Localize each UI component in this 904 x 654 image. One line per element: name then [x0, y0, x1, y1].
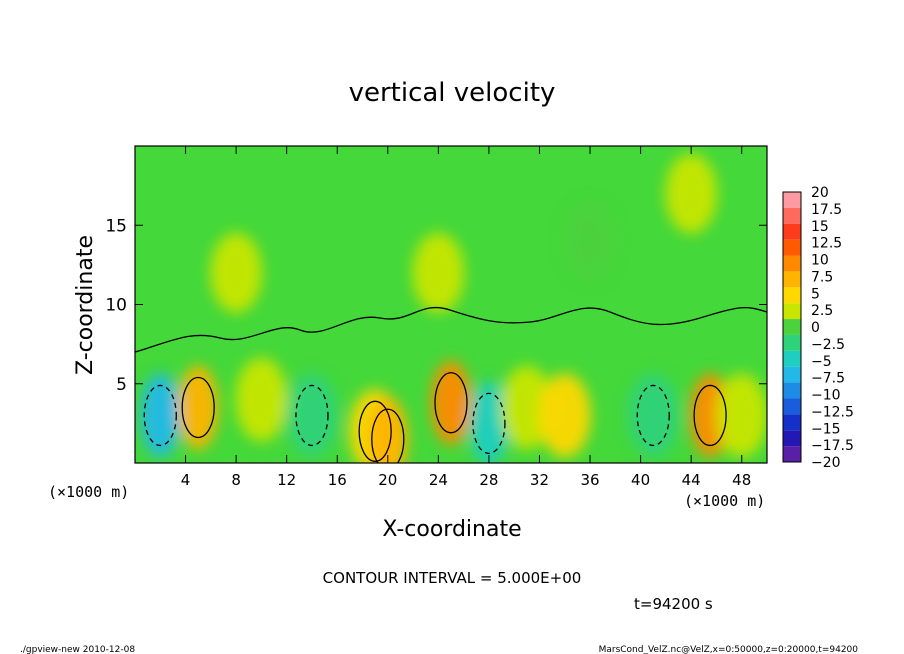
contour-line	[371, 408, 405, 463]
x-tick-label: 32	[530, 471, 549, 489]
x-tick-label: 48	[732, 471, 751, 489]
footer-left: ./gpview-new 2010-12-08	[20, 645, 135, 654]
field-cell	[564, 201, 617, 282]
field-cell	[140, 373, 181, 458]
colorbar-label: 10	[811, 253, 829, 269]
field-cell	[285, 373, 338, 458]
contour-line	[434, 372, 468, 434]
colorbar-label: −10	[811, 388, 841, 404]
field-cell	[468, 381, 509, 463]
colorbar-label: 2.5	[811, 303, 833, 319]
contour-line	[636, 384, 670, 447]
colorbar-swatch	[783, 366, 801, 383]
x-tick-label: 12	[277, 471, 296, 489]
x-tick-label: 20	[378, 471, 397, 489]
contour-line	[358, 400, 392, 462]
colorbar-label: 15	[811, 219, 829, 235]
colorbar-label: −7.5	[811, 371, 845, 387]
field-cell	[500, 365, 553, 450]
x-tick-label: 24	[429, 471, 448, 489]
time-label: t=94200 s	[634, 595, 713, 613]
colorbar-label: −17.5	[811, 438, 854, 454]
contour-line	[295, 384, 329, 447]
y-tick-label: 15	[105, 216, 127, 236]
x-tick-label: 44	[682, 471, 701, 489]
colorbar-label: −12.5	[811, 404, 854, 420]
field-cell	[627, 373, 680, 458]
colorbar-swatch	[783, 223, 801, 240]
y-tick-label: 10	[105, 296, 127, 316]
colorbar-swatch	[783, 398, 801, 415]
colorbar-label: 12.5	[811, 236, 842, 252]
plot-area	[135, 146, 767, 463]
field-cell	[431, 360, 471, 445]
colorbar-swatch	[783, 430, 801, 447]
colorbar-label: −20	[811, 455, 841, 471]
colorbar-swatch	[783, 303, 801, 320]
contour-line	[181, 376, 215, 439]
y-axis: 5 10 15	[105, 216, 767, 395]
field-cell	[178, 365, 219, 450]
colorbar-swatch	[783, 319, 801, 335]
colorbar-swatch	[783, 192, 801, 208]
colorbar-swatch	[783, 207, 801, 224]
contour-interval: CONTOUR INTERVAL = 5.000E+00	[323, 569, 582, 587]
colorbar-swatch	[783, 239, 801, 256]
x-unit-left: (×1000 m)	[48, 483, 129, 501]
colorbar-label: −15	[811, 421, 841, 437]
colorbar-label: 5	[811, 286, 820, 302]
contour-line	[693, 384, 727, 447]
colorbar-label: −5	[811, 354, 832, 370]
field-cell	[367, 397, 408, 463]
x-tick-label: 28	[479, 471, 498, 489]
x-axis: 4 8 12 16 20 24 28 32 36 40 44 48	[181, 146, 751, 489]
colorbar-swatch	[783, 446, 801, 462]
colorbar-swatch	[783, 350, 801, 367]
x-tick-label: 36	[580, 471, 599, 489]
x-unit-right: (×1000 m)	[684, 492, 765, 510]
contour-lines	[135, 306, 767, 463]
y-axis-label: Z-coordinate	[73, 235, 98, 375]
field-cell	[665, 153, 718, 234]
contour-line	[135, 306, 767, 353]
colorbar: 2017.51512.5107.552.50−2.5−5−7.5−10−12.5…	[782, 185, 854, 471]
contour-line	[472, 392, 506, 455]
footer-right: MarsCond_VelZ.nc@VelZ,x=0:50000,z=0:2000…	[599, 645, 859, 654]
x-tick-label: 8	[231, 471, 241, 489]
y-tick-label: 5	[116, 375, 127, 395]
colorbar-label: 7.5	[811, 269, 833, 285]
colorbar-frame	[782, 191, 802, 463]
field-cell	[715, 373, 767, 458]
colorbar-swatch	[783, 287, 801, 304]
colorbar-label: −2.5	[811, 337, 845, 353]
field-cell	[538, 373, 591, 458]
x-tick-label: 16	[328, 471, 347, 489]
velocity-field	[140, 153, 767, 463]
contour-line	[143, 384, 177, 447]
field-cell	[210, 232, 263, 313]
colorbar-swatch	[783, 414, 801, 431]
colorbar-label: 20	[811, 185, 829, 201]
colorbar-swatch	[783, 334, 801, 351]
chart-title: vertical velocity	[349, 78, 556, 108]
x-tick-label: 40	[631, 471, 650, 489]
colorbar-label: 0	[811, 320, 820, 336]
colorbar-label: 17.5	[811, 202, 842, 218]
colorbar-swatch	[783, 382, 801, 399]
x-axis-label: X-coordinate	[382, 517, 521, 542]
x-tick-label: 4	[181, 471, 191, 489]
field-cell	[412, 232, 465, 313]
colorbar-swatch	[783, 271, 801, 288]
colorbar-swatch	[783, 255, 801, 272]
field-cell	[235, 357, 288, 442]
